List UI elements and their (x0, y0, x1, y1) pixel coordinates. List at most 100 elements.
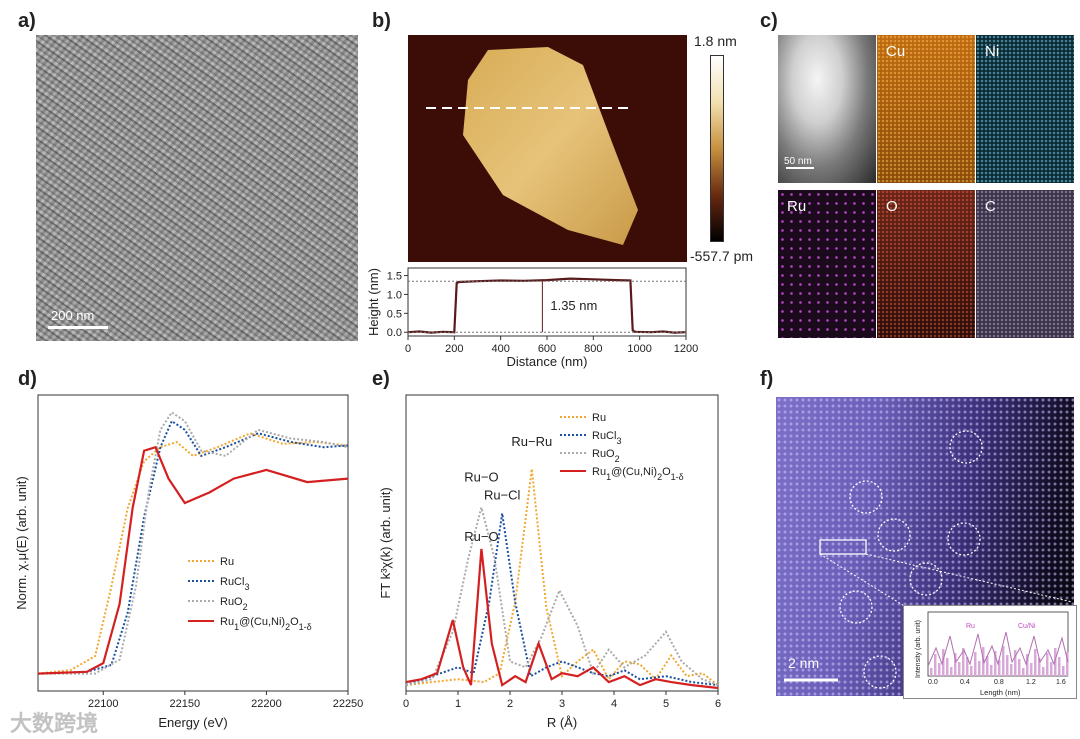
intensity-bar (1050, 662, 1053, 676)
single-atom-circle (909, 562, 943, 596)
afm-flake (426, 47, 638, 245)
x-tick-label: 1000 (627, 343, 651, 355)
inset-xtick: 0.8 (994, 679, 1004, 686)
panel-label-d: d) (18, 368, 37, 390)
series-line-ruo2 (405, 503, 719, 687)
x-tick-label: 5 (663, 698, 669, 710)
legend-label: RuO2 (592, 448, 620, 464)
x-tick-label: 0 (405, 343, 411, 355)
intensity-bar (1046, 653, 1049, 676)
panel-label-f: f) (760, 368, 774, 390)
intensity-bar (946, 658, 949, 676)
inset-xtick: 0.4 (960, 679, 970, 686)
plot-frame (405, 394, 719, 692)
peak-label: Ru−O (464, 529, 498, 544)
intensity-bar (1006, 655, 1009, 676)
plot-frame (37, 394, 349, 692)
legend-label: Ru (592, 412, 606, 424)
y-tick-label: 1.0 (387, 289, 402, 301)
intensity-bar (966, 657, 969, 676)
x-tick-label: 6 (715, 698, 721, 710)
panel-label-b: b) (372, 10, 391, 32)
watermark: 大数跨境 (10, 711, 99, 736)
x-tick-label: 0 (403, 698, 409, 710)
series-line-profile (407, 277, 687, 334)
series-line-ru (405, 468, 719, 687)
x-tick-label: 4 (611, 698, 617, 710)
series-line-rucl3 (405, 513, 719, 687)
height-annotation: 1.35 nm (550, 298, 597, 313)
peak-label: Ru−O (464, 470, 498, 485)
legend-label: Ru (220, 556, 234, 568)
intensity-bar (1022, 668, 1025, 676)
x-tick-label: 22150 (170, 698, 201, 710)
x-axis-label: Distance (nm) (507, 354, 588, 369)
x-tick-label: 400 (491, 343, 509, 355)
legend-label: RuCl3 (220, 576, 249, 592)
intensity-bar (958, 662, 961, 676)
colorbar (710, 55, 724, 242)
intensity-bar (954, 653, 957, 676)
intensity-bar (970, 666, 973, 676)
x-axis-label: R (Å) (547, 715, 577, 730)
intensity-bar (1062, 666, 1065, 676)
y-tick-label: 0.5 (387, 308, 402, 320)
intensity-inset: Ru Cu/Ni 0.0 0.4 0.8 1.2 1.6 Length (nm)… (903, 605, 1077, 699)
intensity-bar (1054, 648, 1057, 676)
single-atom-circle (863, 655, 897, 689)
series-line-ru1cuni2o1 (405, 548, 719, 690)
cu-map: Cu (877, 35, 975, 183)
x-axis-label: Energy (eV) (158, 715, 227, 730)
map-label: Cu (886, 43, 906, 60)
haadf-map: 50 nm (778, 35, 876, 183)
x-tick-label: 1200 (674, 343, 698, 355)
series-line-ruo2 (38, 411, 349, 675)
ni-map: Ni (976, 35, 1074, 183)
series-line-rucl3 (37, 419, 349, 675)
intensity-bar (974, 652, 977, 676)
y-axis-label: Norm. χ.μ(E) (arb. unit) (14, 476, 29, 610)
peak-label: Ru−Cl (484, 487, 521, 502)
inset-cuni-label: Cu/Ni (1018, 623, 1036, 630)
height-profile-chart: 0 200 400 600 800 1000 1200 0.0 0.5 1.0 1.5 Distanc… (366, 267, 698, 369)
map-label: Ni (985, 43, 1000, 60)
scale-label: 2 nm (788, 655, 820, 671)
single-atom-circle (849, 480, 883, 514)
panel-label-a: a) (18, 10, 36, 32)
x-tick-label: 3 (559, 698, 565, 710)
intensity-bar (990, 665, 993, 676)
intensity-bar (978, 661, 981, 676)
single-atom-circle (947, 522, 981, 556)
intensity-bar (986, 656, 989, 676)
scale-label: 50 nm (784, 156, 812, 167)
colorbar-min-label: -557.7 pm (690, 248, 754, 264)
scale-label: 200 nm (51, 308, 95, 323)
stem-overlay (784, 430, 1073, 689)
single-atom-circle (949, 430, 983, 464)
legend-label: RuCl3 (592, 430, 621, 446)
intensity-bar (1030, 663, 1033, 676)
inset-xtick: 0.0 (928, 679, 938, 686)
sem-image: 200 nm (36, 35, 358, 341)
intensity-bar (950, 667, 953, 676)
intensity-bar (998, 660, 1001, 676)
inset-xlabel: Length (nm) (980, 688, 1021, 697)
intensity-bar (1034, 649, 1037, 676)
x-tick-label: 800 (584, 343, 602, 355)
x-tick-label: 22200 (251, 698, 282, 710)
x-tick-label: 22100 (88, 698, 119, 710)
map-label: O (886, 198, 898, 215)
x-tick-label: 600 (538, 343, 556, 355)
intensity-bar (1066, 652, 1069, 676)
c-map: C (976, 190, 1074, 338)
intensity-bar (994, 651, 997, 676)
map-label: C (985, 198, 996, 215)
intensity-bar (1018, 659, 1021, 676)
y-axis-label: FT k³χ(k) (arb. unit) (378, 487, 393, 598)
intensity-bar (1042, 667, 1045, 676)
scale-bar (786, 167, 814, 169)
intensity-bar (930, 668, 933, 676)
intensity-bar (1010, 664, 1013, 676)
intensity-bar (942, 649, 945, 676)
panel-label-c: c) (760, 10, 778, 32)
